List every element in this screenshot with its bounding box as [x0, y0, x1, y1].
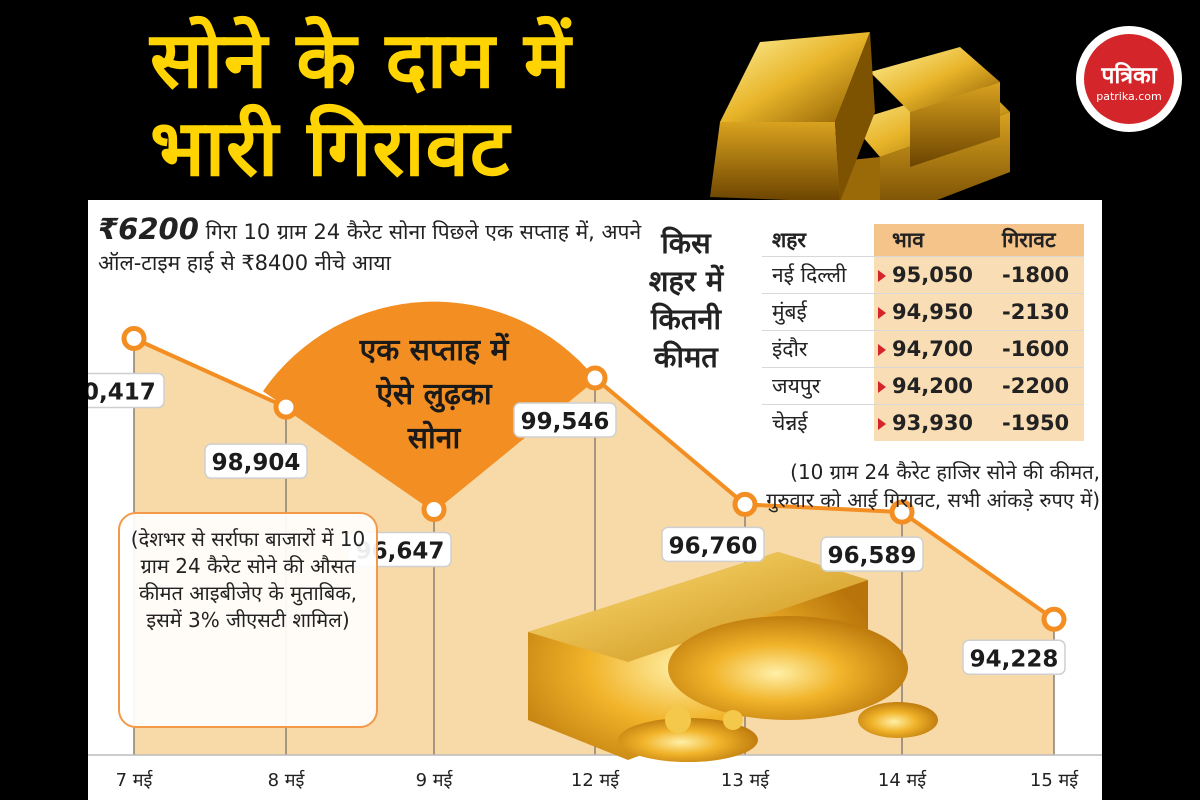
data-label-box [962, 639, 1066, 676]
city-table-title: किस शहर में कितनी कीमत [648, 226, 724, 374]
data-point [1041, 606, 1067, 632]
source-note: (देशभर से सर्राफा बाजारों में 10 ग्राम 2… [118, 512, 378, 728]
price-cell: 93,930 [874, 404, 992, 441]
header-drop: गिरावट [992, 224, 1084, 257]
city-cell: इंदौर [762, 330, 874, 368]
data-label-box [513, 402, 617, 438]
header-price: भाव [874, 224, 992, 257]
title-wedge [263, 301, 595, 510]
data-label: 96,760 [669, 533, 758, 559]
x-tick-label: 15 मई [1030, 769, 1079, 791]
drop-cell: -2130 [992, 293, 1084, 331]
header-city: शहर [762, 224, 874, 257]
data-label: 96,589 [828, 543, 917, 569]
table-note: (10 ग्राम 24 कैरेट हाजिर सोने की कीमत, ग… [766, 460, 1100, 512]
data-point [421, 497, 447, 523]
x-tick-label: 12 मई [571, 769, 620, 791]
price-value: 94,200 [892, 374, 974, 398]
price-cell: 94,200 [874, 367, 992, 405]
table-row: मुंबई 94,950 -2130 [762, 293, 1084, 331]
gold-bars-icon [710, 32, 1010, 222]
x-tick-label: 14 मई [878, 769, 927, 791]
chart-title-line: सोना [407, 420, 462, 456]
drop-cell: -2200 [992, 367, 1084, 405]
data-label-box [661, 526, 765, 563]
price-cell: 94,950 [874, 293, 992, 331]
table-row: चेन्नई 93,930 -1950 [762, 404, 1084, 441]
table-row: नई दिल्ली 95,050 -1800 [762, 256, 1084, 294]
summary-body: गिरा 10 ग्राम 24 कैरेट सोना पिछले एक सप्… [98, 220, 642, 275]
city-cell: जयपुर [762, 367, 874, 405]
headline-line2: भारी गिरावट [150, 104, 511, 194]
data-point [121, 325, 147, 351]
chart-title-line: ऐसे लुढ़का [375, 376, 493, 413]
chart-panel: एक सप्ताह में ऐसे लुढ़का सोना 1,00,417 98,9… [88, 200, 1102, 800]
city-cell: मुंबई [762, 293, 874, 331]
data-label: 98,904 [212, 450, 301, 476]
price-value: 94,950 [892, 300, 974, 324]
city-price-table: शहर भाव गिरावट नई दिल्ली 95,050 -1800 मु… [762, 224, 1084, 441]
x-tick-label: 7 मई [116, 769, 154, 791]
city-cell: चेन्नई [762, 404, 874, 441]
data-point [582, 365, 608, 391]
data-label-box [204, 443, 308, 479]
red-triangle-icon [878, 381, 886, 393]
data-label: 94,228 [970, 646, 1059, 672]
x-tick-label: 8 मई [268, 769, 306, 791]
table-row: जयपुर 94,200 -2200 [762, 367, 1084, 405]
table-header-row: शहर भाव गिरावट [762, 224, 1084, 257]
price-value: 93,930 [892, 411, 974, 435]
logo-site: patrika.com [1096, 90, 1162, 103]
drop-cell: -1950 [992, 404, 1084, 441]
melting-gold-bar-icon [528, 552, 938, 762]
patrika-logo-badge: पत्रिका patrika.com [1084, 34, 1174, 124]
patrika-logo[interactable]: पत्रिका patrika.com [1076, 26, 1182, 132]
table-row: इंदौर 94,700 -1600 [762, 330, 1084, 368]
red-triangle-icon [878, 307, 886, 319]
summary-text: ₹6200 गिरा 10 ग्राम 24 कैरेट सोना पिछले … [98, 214, 658, 279]
data-label-box [820, 536, 924, 572]
price-value: 94,700 [892, 337, 974, 361]
drop-amount: ₹6200 [98, 212, 199, 246]
data-label-box [88, 372, 165, 409]
data-point [273, 394, 299, 420]
price-cell: 95,050 [874, 256, 992, 294]
red-triangle-icon [878, 344, 886, 356]
drop-cell: -1600 [992, 330, 1084, 368]
data-label: 1,00,417 [88, 379, 156, 405]
logo-name: पत्रिका [1101, 63, 1157, 89]
red-triangle-icon [878, 270, 886, 282]
city-cell: नई दिल्ली [762, 256, 874, 294]
price-value: 95,050 [892, 263, 974, 287]
price-cell: 94,700 [874, 330, 992, 368]
x-tick-label: 9 मई [416, 769, 454, 791]
x-tick-label: 13 मई [721, 769, 770, 791]
data-point [732, 491, 758, 517]
red-triangle-icon [878, 418, 886, 430]
drop-cell: -1800 [992, 256, 1084, 294]
data-point [889, 499, 915, 525]
data-label: 99,546 [521, 409, 610, 435]
chart-title-line: एक सप्ताह में [359, 332, 510, 368]
headline-line1: सोने के दाम में [150, 16, 572, 106]
